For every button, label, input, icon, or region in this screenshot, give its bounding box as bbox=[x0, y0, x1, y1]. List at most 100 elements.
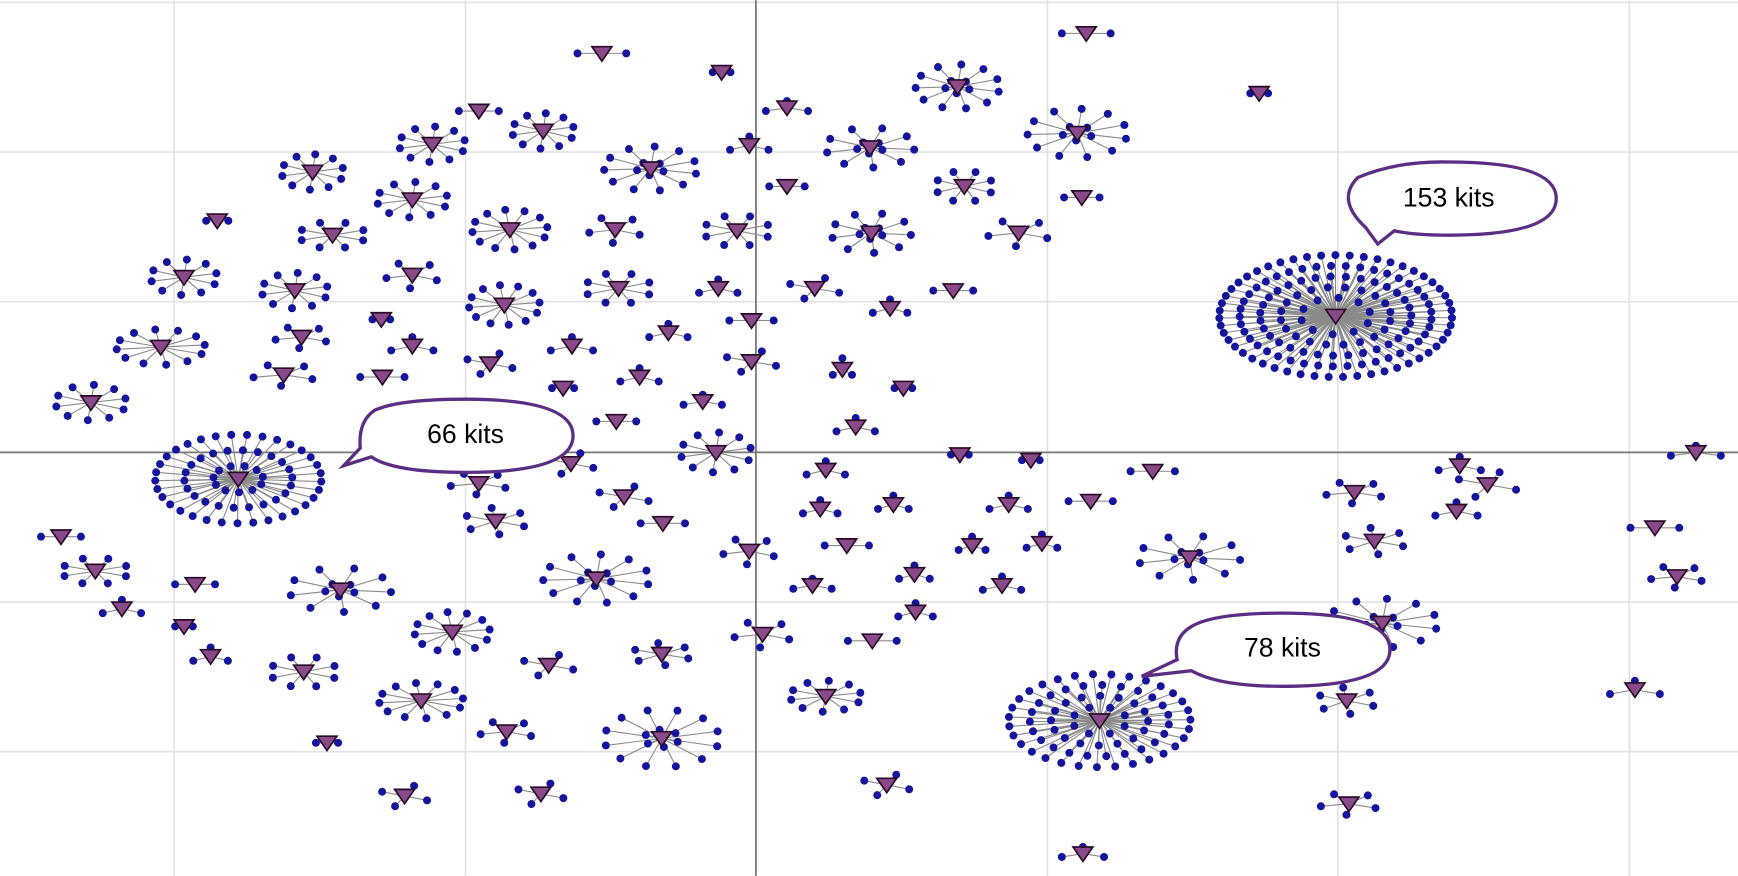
sample-node bbox=[1283, 367, 1292, 376]
sample-node bbox=[103, 579, 112, 588]
sample-node bbox=[1065, 748, 1074, 757]
sample-node bbox=[1092, 763, 1101, 772]
sample-node bbox=[1064, 497, 1073, 506]
sample-node bbox=[1085, 703, 1094, 712]
sample-node bbox=[309, 493, 318, 502]
cluster bbox=[820, 538, 873, 555]
sample-node bbox=[641, 731, 650, 740]
edge bbox=[206, 478, 239, 521]
sample-node bbox=[1447, 313, 1456, 322]
sample-node bbox=[1386, 307, 1395, 316]
cluster bbox=[1215, 251, 1456, 381]
sample-node bbox=[400, 373, 409, 382]
cluster bbox=[636, 515, 689, 533]
sample-node bbox=[229, 503, 238, 512]
sample-node bbox=[1264, 262, 1273, 271]
cluster bbox=[895, 561, 934, 584]
sample-node bbox=[903, 308, 912, 317]
edge bbox=[1099, 709, 1189, 722]
sample-node bbox=[121, 353, 130, 362]
sample-node bbox=[1274, 352, 1283, 361]
edge bbox=[1099, 674, 1112, 721]
sample-node bbox=[643, 739, 652, 748]
sample-node bbox=[764, 145, 773, 154]
cluster bbox=[798, 496, 842, 519]
sample-node bbox=[1363, 791, 1372, 800]
sample-node bbox=[305, 185, 314, 194]
kit-node bbox=[440, 624, 464, 642]
cluster bbox=[1126, 463, 1179, 481]
sample-node bbox=[1227, 541, 1236, 550]
sample-node bbox=[874, 504, 883, 513]
sample-node bbox=[189, 656, 198, 665]
sample-node bbox=[1170, 555, 1179, 564]
sample-node bbox=[1037, 736, 1046, 745]
cluster bbox=[843, 633, 901, 651]
sample-node bbox=[1420, 292, 1429, 301]
cluster bbox=[410, 608, 494, 656]
sample-node bbox=[483, 209, 492, 218]
edge bbox=[221, 478, 239, 523]
sample-node bbox=[601, 741, 610, 750]
sample-node bbox=[1224, 335, 1233, 344]
sample-node bbox=[495, 281, 504, 290]
kit-node bbox=[478, 356, 502, 373]
sample-node bbox=[1425, 323, 1434, 332]
sample-node bbox=[501, 205, 510, 214]
sample-node bbox=[702, 232, 711, 241]
sample-node bbox=[1053, 675, 1062, 684]
edge bbox=[604, 168, 651, 171]
sample-node bbox=[1128, 759, 1137, 768]
kit-node bbox=[844, 419, 868, 437]
callout-bubble bbox=[338, 397, 575, 475]
sample-node bbox=[210, 280, 219, 289]
cluster bbox=[171, 618, 197, 636]
sample-node bbox=[1382, 282, 1391, 291]
kit-node bbox=[739, 354, 764, 371]
edge bbox=[923, 86, 958, 101]
sample-node bbox=[602, 726, 611, 735]
sample-node bbox=[1087, 132, 1096, 141]
sample-node bbox=[1230, 342, 1239, 351]
sample-node bbox=[919, 95, 928, 104]
kit-node bbox=[370, 369, 394, 387]
cluster bbox=[356, 369, 409, 387]
cluster bbox=[874, 491, 913, 514]
sample-node bbox=[153, 485, 162, 494]
sample-node bbox=[1256, 316, 1265, 325]
sample-node bbox=[162, 360, 171, 369]
cluster bbox=[171, 576, 220, 594]
sample-node bbox=[471, 217, 480, 226]
sample-node bbox=[321, 587, 330, 596]
sample-node bbox=[1424, 300, 1433, 309]
sample-node bbox=[281, 489, 290, 498]
sample-node bbox=[1061, 698, 1070, 707]
edge bbox=[160, 346, 202, 355]
kit-node bbox=[328, 582, 352, 600]
sample-node bbox=[543, 223, 552, 232]
cluster bbox=[1322, 478, 1386, 508]
sample-node bbox=[597, 214, 606, 223]
sample-node bbox=[573, 49, 582, 58]
sample-node bbox=[855, 230, 864, 239]
sample-node bbox=[321, 293, 330, 302]
sample-node bbox=[1235, 312, 1244, 321]
sample-node bbox=[1415, 354, 1424, 363]
kit-node bbox=[960, 538, 984, 555]
sample-node bbox=[508, 364, 517, 373]
sample-node bbox=[375, 698, 384, 707]
sample-node bbox=[1313, 350, 1322, 359]
sample-node bbox=[756, 643, 765, 652]
sample-node bbox=[1220, 569, 1229, 578]
edge bbox=[452, 631, 488, 641]
sample-node bbox=[418, 640, 427, 648]
cluster bbox=[894, 599, 937, 622]
edge bbox=[116, 346, 161, 350]
sample-node bbox=[557, 469, 566, 478]
kit-node bbox=[1665, 569, 1689, 586]
sample-node bbox=[211, 580, 220, 589]
sample-node bbox=[585, 228, 594, 237]
sample-node bbox=[709, 468, 717, 477]
sample-node bbox=[1009, 731, 1018, 740]
sample-node bbox=[1100, 852, 1109, 861]
